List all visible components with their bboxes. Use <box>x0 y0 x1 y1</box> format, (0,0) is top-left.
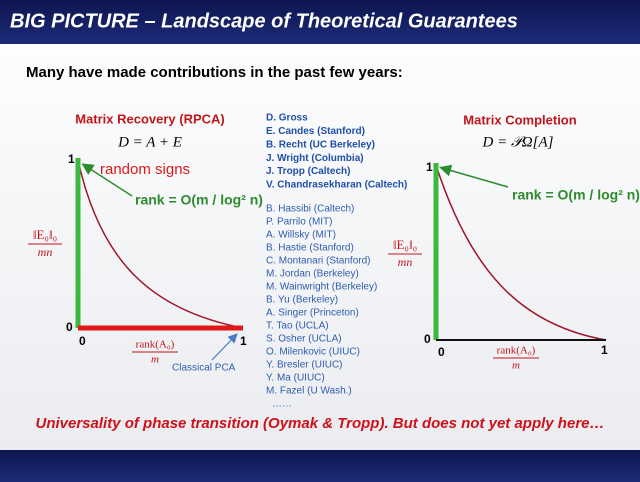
contributor: B. Hassibi (Caltech) <box>266 204 354 215</box>
contributor: S. Osher (UCLA) <box>266 334 342 345</box>
y-tick-label: 1 <box>68 152 75 166</box>
subtitle: Many have made contributions in the past… <box>26 64 403 81</box>
x-axis-denominator: m <box>512 360 520 372</box>
y-axis-denominator: mn <box>398 255 413 269</box>
annotation: random signs <box>100 161 190 178</box>
contributor-highlighted: B. Recht (UC Berkeley) <box>266 139 375 150</box>
arrow <box>439 164 509 188</box>
contributor: Y. Bresler (UIUC) <box>266 360 343 371</box>
contributor-more: …… <box>272 399 292 410</box>
contributor: B. Hastie (Stanford) <box>266 243 354 254</box>
footer-bar <box>0 450 640 482</box>
panel-title: Matrix Completion <box>463 112 576 127</box>
x-axis-denominator: m <box>151 354 159 366</box>
contributor: M. Wainwright (Berkeley) <box>266 282 377 293</box>
contributor: M. Jordan (Berkeley) <box>266 269 359 280</box>
contributor: Y. Ma (UIUC) <box>266 373 325 384</box>
header-title: BIG PICTURE – Landscape of Theoretical G… <box>10 10 518 32</box>
conclusion: Universality of phase transition (Oymak … <box>36 415 605 432</box>
x-tick-label: 0 <box>79 334 86 348</box>
x-axis-numerator: rank(A₀) <box>136 339 175 351</box>
contributor: T. Tao (UCLA) <box>266 321 329 332</box>
y-tick-label: 0 <box>424 332 431 346</box>
contributor: A. Willsky (MIT) <box>266 230 336 241</box>
rank-label: rank = O(m / log² n) <box>135 192 263 208</box>
x-tick-label: 0 <box>438 345 445 359</box>
rank-label: rank = O(m / log² n) <box>512 187 640 203</box>
y-axis-numerator: ‖E₀‖₀ <box>33 227 57 242</box>
panel-title: Matrix Recovery (RPCA) <box>75 111 225 126</box>
formula: D = 𝒫Ω[A] <box>482 134 554 150</box>
x-axis-numerator: rank(A₀) <box>497 345 536 357</box>
contributor-highlighted: V. Chandrasekharan (Caltech) <box>266 180 407 191</box>
contributor-list: D. Gross E. Candes (Stanford) B. Recht (UC… <box>266 113 407 410</box>
contributor: O. Milenkovic (UIUC) <box>266 347 360 358</box>
header-bar <box>0 0 640 44</box>
contributor: B. Yu (Berkeley) <box>266 295 338 306</box>
contributor: M. Fazel (U Wash.) <box>266 386 352 397</box>
y-axis-denominator: mn <box>38 245 53 259</box>
x-tick-label: 1 <box>240 334 247 348</box>
note: Classical PCA <box>172 363 236 374</box>
contributor: C. Montanari (Stanford) <box>266 256 371 267</box>
y-tick-label: 0 <box>66 320 73 334</box>
contributor-highlighted: D. Gross <box>266 113 308 124</box>
contributor-highlighted: J. Tropp (Caltech) <box>266 166 350 177</box>
arrow <box>81 163 133 197</box>
formula: D = A + E <box>117 134 182 150</box>
contributor: P. Parrilo (MIT) <box>266 217 333 228</box>
contributor-highlighted: E. Candes (Stanford) <box>266 126 365 137</box>
phase-curve <box>435 164 607 341</box>
arrow <box>211 333 238 361</box>
y-axis-numerator: ‖E₀‖₀ <box>393 237 417 252</box>
contributor-highlighted: J. Wright (Columbia) <box>266 153 364 164</box>
contributor: A. Singer (Princeton) <box>266 308 359 319</box>
y-tick-label: 1 <box>426 160 433 174</box>
x-tick-label: 1 <box>601 343 608 357</box>
phase-curve <box>77 159 244 329</box>
